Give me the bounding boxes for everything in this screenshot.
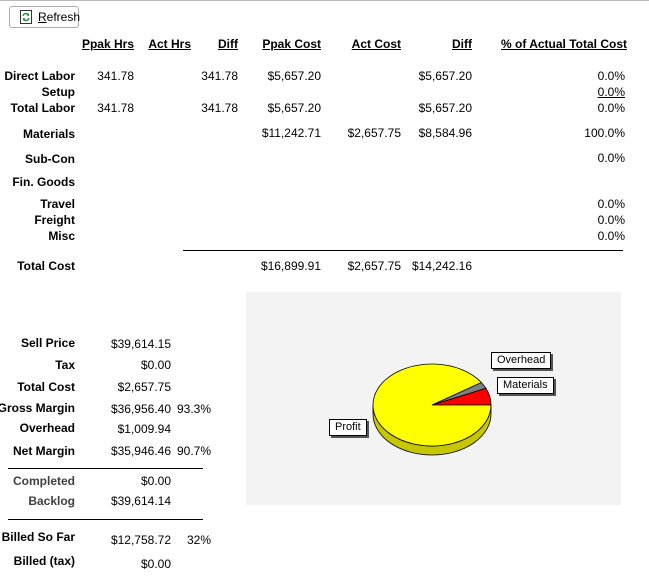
direct-labor-ppak-hrs: 341.78 [97,69,134,83]
summary-label-gross-margin: Gross Margin [0,401,75,415]
summary-label-completed: Completed [12,474,75,488]
row-label-total-labor: Total Labor [10,101,75,115]
pie-slice-profit [372,363,492,447]
direct-labor-diff-cost: $5,657.20 [418,69,472,83]
summary-label-tax: Tax [55,358,75,372]
sub-con-pct: 0.0% [597,151,625,165]
summary-label-sell-price: Sell Price [20,336,75,350]
materials-ppak-cost: $11,242.71 [261,126,321,140]
direct-labor-diff-hrs: 341.78 [201,69,238,83]
summary-divider-1 [8,468,203,469]
row-label-direct-labor: Direct Labor [4,69,75,83]
total-labor-ppak-cost: $5,657.20 [267,101,321,115]
row-label-materials: Materials [22,127,75,141]
pie-callout-materials: Materials [497,377,554,394]
total-labor-diff-cost: $5,657.20 [418,101,472,115]
refresh-label: Refresh [38,10,80,24]
summary-value-completed: $0.00 [140,474,171,488]
materials-diff-cost: $8,584.96 [418,126,472,140]
direct-labor-pct: 0.0% [597,69,625,83]
summary-value-tax: $0.00 [140,358,171,372]
summary-divider-2 [8,519,203,520]
summary-pct-net-margin: 90.7% [176,444,211,458]
row-label-travel: Travel [40,197,75,211]
total-labor-diff-hrs: 341.78 [201,101,238,115]
header-act-cost: Act Cost [351,37,401,51]
materials-pct: 100.0% [584,126,625,140]
row-label-fin-goods: Fin. Goods [12,175,75,189]
misc-pct: 0.0% [597,229,625,243]
direct-labor-ppak-cost: $5,657.20 [267,69,321,83]
row-label-setup: Setup [41,85,75,99]
header-diff-cost: Diff [452,37,472,51]
materials-act-cost: $2,657.75 [347,126,401,140]
pie-chart [372,363,492,456]
summary-value-billed-so-far: $12,758.72 [110,533,171,547]
header-ppak-hrs: Ppak Hrs [81,37,134,51]
summary-label-overhead: Overhead [19,421,75,435]
refresh-label-accel: R [38,10,47,24]
summary-label-billed-tax: Billed (tax) [13,554,75,568]
summary-pct-billed-so-far: 32% [186,533,211,547]
summary-value-overhead: $1,009.94 [117,422,171,436]
summary-label-net-margin: Net Margin [12,444,75,458]
total-cost-act-cost: $2,657.75 [347,259,401,273]
freight-pct: 0.0% [597,213,625,227]
header-diff-hrs: Diff [218,37,238,51]
header-pct-total: % of Actual Total Cost [501,37,627,51]
header-act-hrs: Act Hrs [148,37,191,51]
row-label-freight: Freight [34,213,75,227]
pie-callout-overhead: Overhead [491,352,552,369]
travel-pct: 0.0% [597,197,625,211]
summary-value-sell-price: $39,614.15 [110,337,171,351]
refresh-button[interactable]: Refresh [9,6,80,28]
total-divider [183,250,623,251]
summary-pct-gross-margin: 93.3% [176,402,211,416]
header-ppak-cost: Ppak Cost [262,37,321,51]
row-label-misc: Misc [48,229,75,243]
total-labor-pct: 0.0% [597,101,625,115]
total-cost-diff-cost: $14,242.16 [411,259,472,273]
pie-callout-profit: Profit [329,419,367,436]
summary-value-billed-tax: $0.00 [140,557,171,571]
total-cost-ppak-cost: $16,899.91 [260,259,321,273]
setup-pct: 0.0% [597,85,625,99]
summary-label-total-cost: Total Cost [17,380,75,394]
toolbar-divider [0,0,649,1]
row-label-total-cost: Total Cost [17,259,75,273]
refresh-label-rest: efresh [46,10,81,24]
summary-value-backlog: $39,614.14 [110,494,171,508]
summary-value-net-margin: $35,946.46 [110,444,171,458]
row-label-sub-con: Sub-Con [25,152,75,166]
refresh-icon [19,10,33,24]
summary-value-total-cost: $2,657.75 [117,380,171,394]
summary-label-billed-so-far: Billed So Far [1,530,75,544]
total-labor-ppak-hrs: 341.78 [97,101,134,115]
summary-label-backlog: Backlog [28,494,75,508]
summary-value-gross-margin: $36,956.40 [110,402,171,416]
